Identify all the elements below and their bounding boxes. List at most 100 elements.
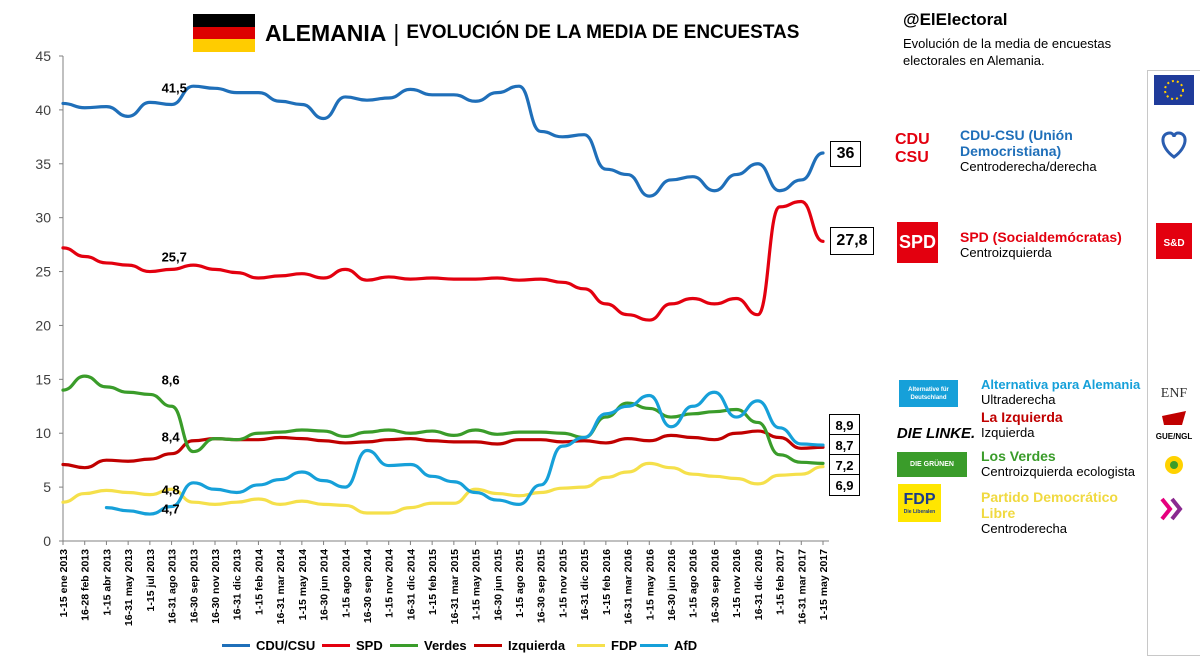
greens-efa-icon [1165,456,1183,474]
party-name: Los Verdes [981,448,1056,464]
linke-logo: DIE LINKE. [896,422,976,444]
x-tick-label: 1-15 ene 2013 [58,549,70,617]
legend-item: SPD [322,638,383,653]
spd-logo: SPD [897,222,938,263]
end-value-text: 8,7 [835,437,854,453]
annotation-label: 4,7 [162,502,180,517]
x-tick-label: 16-30 jun 2014 [319,549,331,621]
legend-item: FDP [577,638,637,653]
x-tick-label: 1-15 feb 2014 [253,549,265,615]
x-tick-label: 1-15 may 2014 [297,549,309,620]
end-value-text: 6,9 [835,477,854,493]
end-value-text: 36 [836,145,855,162]
cdu-csu-logo: CDU CSU [895,128,950,170]
party-name: SPD (Socialdemócratas) [960,229,1122,245]
x-tick-label: 16-31 mar 2014 [275,549,287,624]
legend-swatch [222,644,250,647]
x-tick-label: 16-31 dic 2014 [405,549,417,620]
x-tick-label: 16-30 nov 2013 [210,549,222,624]
series-line-izquierda [61,429,825,470]
x-tick-label: 1-15 ago 2015 [514,549,526,618]
party-afd: Alternativa para Alemania Ultraderecha [981,377,1146,407]
x-tick-label: 16-30 sep 2015 [536,549,548,623]
party-fdp: Partido Democrático Libre Centroderecha [981,489,1131,536]
annotation-label: 41,5 [162,81,187,96]
x-tick-label: 1-15 nov 2014 [384,549,396,618]
title-country: ALEMANIA [265,19,387,46]
y-tick-label: 15 [35,371,51,387]
end-value-text: 7,2 [835,457,854,473]
x-tick-label: 1-15 jul 2013 [145,549,157,612]
party-orientation: Centroizquierda [960,245,1052,260]
legend-label: FDP [611,638,637,653]
end-value-linke: 8,7 [829,434,860,456]
end-value-text: 8,9 [835,417,854,433]
end-value-fdp: 6,9 [829,474,860,496]
x-tick-label: 16-28 feb 2013 [80,549,92,621]
x-tick-label: 16-31 dic 2016 [753,549,765,620]
x-tick-label: 1-15 may 2015 [471,549,483,620]
y-tick-label: 20 [35,317,51,333]
legend-item: Izquierda [474,638,565,653]
party-orientation: Izquierda [981,425,1035,440]
enf-logo-text: ENF [1161,386,1188,401]
germany-flag-icon [193,14,255,53]
epp-heart-icon [1161,131,1187,159]
legend-swatch [474,644,502,647]
party-orientation: Centroderecha [981,521,1067,536]
series-line-verdes [61,374,825,465]
y-tick-label: 25 [35,264,51,280]
x-tick-label: 1-15 may 2016 [644,549,656,620]
x-tick-label: 16-31 may 2013 [123,549,135,626]
y-tick-label: 30 [35,210,51,226]
party-orientation: Ultraderecha [981,392,1056,407]
chart-title: ALEMANIA | EVOLUCIÓN DE LA MEDIA DE ENCU… [193,14,800,53]
x-tick-label: 16-31 ago 2013 [167,549,179,624]
party-orientation: Centroderecha/derecha [960,159,1097,174]
y-tick-label: 5 [43,479,51,495]
party-name: La Izquierda [981,409,1063,425]
x-tick-label: 16-31 dic 2015 [579,549,591,620]
x-tick-label: 16-30 sep 2014 [362,549,374,623]
end-value-afd: 8,9 [829,414,860,436]
gruene-logo: DIE GRÜNEN [897,452,967,477]
title-separator: | [393,19,400,46]
legend-label: Izquierda [508,638,566,653]
party-spd: SPD (Socialdemócratas) Centroizquierda [960,229,1145,260]
x-tick-label: 1-15 feb 2017 [775,549,787,615]
x-tick-label: 1-15 ago 2016 [688,549,700,618]
end-value-text: 27,8 [836,232,868,249]
x-tick-label: 16-30 sep 2016 [709,549,721,623]
title-subtitle: EVOLUCIÓN DE LA MEDIA DE ENCUESTAS [406,22,800,43]
y-tick-label: 0 [43,533,51,549]
x-tick-label: 16-31 mar 2017 [796,549,808,624]
x-tick-label: 16-30 sep 2013 [188,549,200,623]
account-handle: @ElElectoral [903,10,1008,29]
legend-label: CDU/CSU [256,638,316,653]
series-line-cducsu [61,84,825,198]
legend-item: CDU/CSU [222,638,315,653]
alde-chevron-icon [1160,497,1183,521]
afd-logo-text: Alternative für Deutschland [908,386,949,401]
fdp-logo-text: FDP [903,491,936,508]
series-line-spd [61,199,825,322]
y-tick-label: 45 [35,48,51,64]
x-tick-label: 16-31 mar 2016 [623,549,635,624]
x-tick-label: 1-15 nov 2015 [557,549,569,618]
legend-item: AfD [640,638,697,653]
annotation-label: 8,4 [162,430,181,445]
x-tick-label: 1-15 ago 2014 [340,549,352,618]
end-value-cdu: 36 [830,141,861,167]
spd-logo-text: SPD [898,232,936,252]
cdu-logo-text: CDU CSU [895,131,930,166]
legend-swatch [390,644,418,647]
y-tick-label: 10 [35,425,51,441]
party-name: CDU-CSU (Unión Democristiana) [960,127,1073,159]
legend-item: Verdes [390,638,467,653]
fdp-logo: FDP Die Liberalen [898,484,941,522]
sd-logo-icon [1156,223,1192,259]
party-gruene: Los Verdes Centroizquierda ecologista [981,448,1146,479]
x-tick-label: 16-31 dic 2013 [232,549,244,620]
x-tick-label: 1-15 abr 2013 [101,549,113,616]
eu-flag-icon [1154,75,1194,105]
